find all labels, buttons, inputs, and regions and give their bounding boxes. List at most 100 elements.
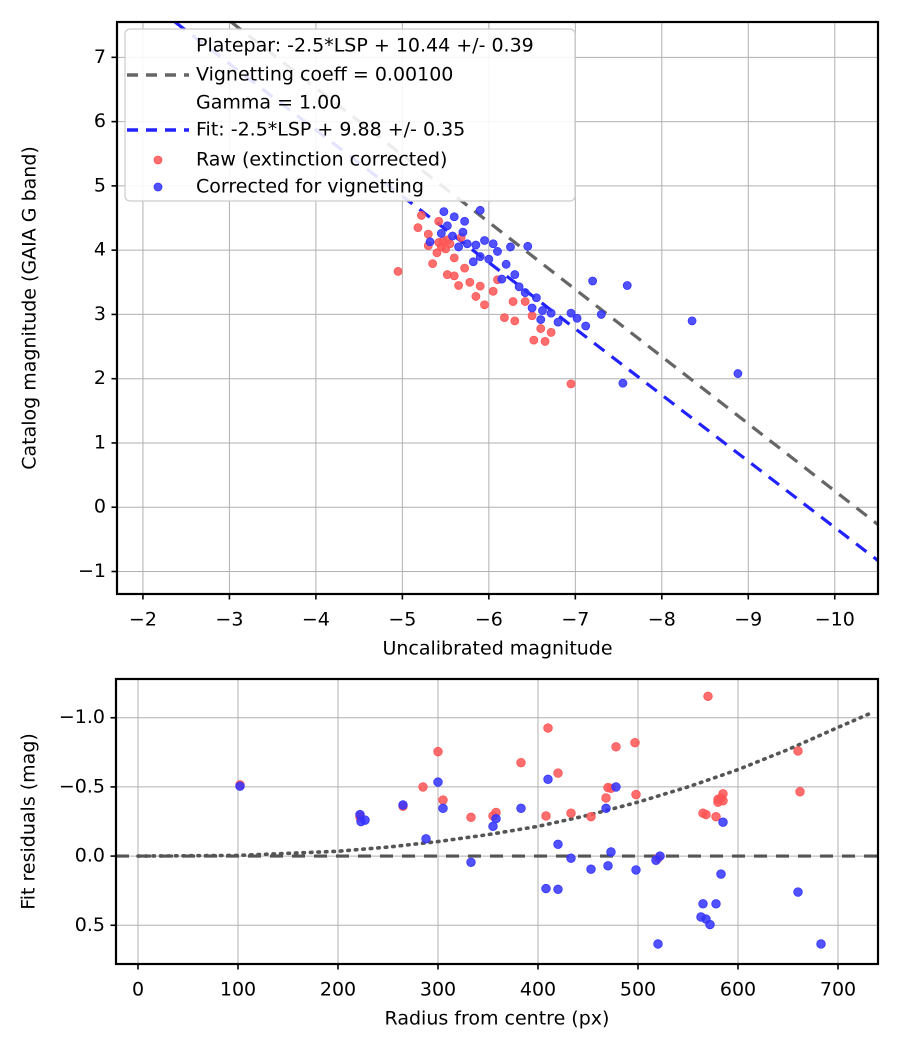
- yaxis-title-fit-residuals: Fit residuals (mag): [18, 733, 40, 910]
- data-point: [506, 242, 515, 252]
- data-point: [538, 306, 547, 315]
- ytick-label: 7: [94, 46, 106, 68]
- data-point: [454, 242, 463, 252]
- data-point: [793, 887, 803, 897]
- xtick-label: −7: [561, 609, 589, 631]
- data-point: [488, 239, 498, 249]
- xtick-label: 200: [320, 979, 356, 1001]
- data-point: [460, 263, 470, 273]
- ytick-label: 4: [94, 239, 106, 261]
- data-point: [611, 782, 621, 792]
- legend-entry-label: Raw (extinction corrected): [196, 149, 447, 171]
- data-point: [566, 853, 576, 863]
- xtick-label: −9: [734, 609, 762, 631]
- data-point: [698, 899, 708, 909]
- data-point: [529, 335, 539, 345]
- axes-frame-photometry-fit: [115, 20, 880, 596]
- ticks-fit-residuals: 0 100 200 300 400 500 600 700 0.5 0.0 −0.5 −1.0: [59, 706, 856, 1000]
- data-point: [630, 737, 640, 748]
- data-point: [553, 884, 563, 894]
- data-point: [553, 839, 563, 850]
- data-point: [433, 746, 443, 757]
- data-point: [360, 815, 370, 825]
- xtick-label: 300: [420, 979, 456, 1001]
- xaxis-title-photometry-fit: Uncalibrated magnitude: [382, 638, 612, 660]
- data-point: [566, 308, 576, 318]
- data-point: [500, 313, 509, 323]
- data-point: [586, 864, 596, 874]
- data-point: [484, 254, 494, 264]
- data-point: [601, 793, 611, 803]
- data-point: [462, 239, 472, 249]
- data-point: [546, 328, 556, 337]
- data-point: [581, 321, 591, 331]
- xtick-label: 700: [820, 979, 856, 1001]
- data-point: [586, 811, 596, 822]
- data-point: [631, 789, 641, 800]
- data-point: [541, 883, 551, 894]
- plot-content-fit-residuals: [116, 691, 878, 949]
- data-point: [454, 281, 463, 290]
- data-point: [449, 271, 459, 281]
- data-point: [438, 803, 448, 814]
- data-point: [466, 857, 476, 868]
- data-point: [701, 809, 711, 820]
- data-point: [711, 899, 721, 909]
- data-point: [795, 787, 805, 797]
- legend-marker-swatch: [153, 182, 163, 192]
- ytick-label: 0.0: [75, 845, 105, 867]
- ytick-label: 3: [94, 303, 106, 325]
- ytick-label: −1.0: [59, 706, 105, 728]
- ytick-label: 0: [94, 496, 106, 518]
- data-point: [566, 808, 576, 818]
- data-point: [601, 803, 611, 814]
- data-point: [536, 324, 546, 333]
- data-point: [423, 229, 433, 239]
- data-point: [793, 746, 803, 756]
- xtick-label: −3: [215, 609, 243, 631]
- data-point: [606, 847, 616, 857]
- xtick-label: −10: [815, 609, 855, 631]
- series-raw-fit-residuals: [235, 691, 805, 863]
- data-point: [540, 337, 550, 346]
- data-point: [514, 282, 524, 292]
- legend-box: [124, 28, 576, 202]
- data-point: [532, 293, 541, 303]
- data-point: [527, 311, 537, 321]
- data-point: [416, 211, 426, 220]
- data-point: [475, 281, 485, 291]
- data-point: [520, 297, 530, 306]
- data-point: [711, 811, 721, 822]
- data-point: [651, 855, 661, 865]
- data-point: [543, 774, 553, 785]
- data-point: [553, 317, 563, 327]
- xtick-label: 600: [720, 979, 756, 1001]
- ytick-label: 0.5: [75, 914, 105, 936]
- legend-entry-label: Platepar: -2.5*LSP + 10.44 +/- 0.39: [196, 35, 534, 57]
- data-point: [471, 292, 481, 301]
- ytick-label: 1: [94, 431, 106, 453]
- data-point: [527, 303, 537, 313]
- data-point: [398, 800, 408, 810]
- data-point: [696, 912, 706, 922]
- data-point: [716, 869, 726, 879]
- data-point: [716, 793, 726, 803]
- data-point: [449, 253, 459, 263]
- data-point: [510, 316, 520, 326]
- data-point: [536, 315, 546, 324]
- data-point: [546, 308, 556, 318]
- data-point: [510, 270, 520, 279]
- xtick-label: 500: [620, 979, 656, 1001]
- ytick-label: 6: [94, 110, 106, 132]
- data-point: [433, 777, 443, 787]
- data-point: [466, 812, 476, 823]
- legend-entry-label: Gamma = 1.00: [196, 92, 341, 114]
- xtick-label: −2: [129, 609, 157, 631]
- data-point: [523, 241, 533, 251]
- data-point: [687, 316, 697, 326]
- data-point: [618, 378, 628, 388]
- data-point: [566, 379, 576, 389]
- data-point: [516, 758, 526, 768]
